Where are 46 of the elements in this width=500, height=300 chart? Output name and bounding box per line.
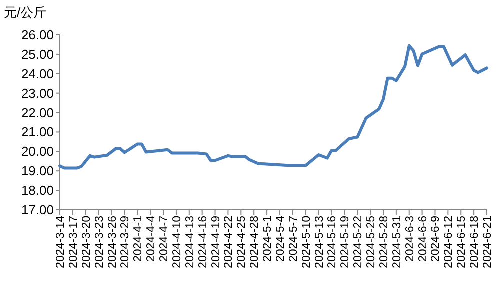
x-tick-label: 2024-4-28 (249, 216, 262, 268)
x-tick-label: 2024-3-20 (80, 216, 93, 268)
y-tick-label: 18.00 (21, 183, 54, 198)
x-tick-label: 2024-3-23 (94, 216, 106, 268)
x-tick-label: 2024-6-6 (417, 216, 430, 262)
x-tick-label: 2024-5-4 (274, 215, 287, 262)
y-tick-label: 25.00 (21, 46, 54, 62)
x-tick-label: 2024-5-19 (340, 216, 352, 268)
x-tick-label: 2024-4-16 (197, 216, 210, 268)
y-tick-label: 26.00 (21, 28, 54, 42)
x-tick-label: 2024-3-26 (106, 216, 119, 268)
x-tick-label: 2024-4-4 (146, 215, 158, 262)
x-tick-label: 2024-6-9 (430, 216, 442, 262)
line-series (58, 44, 488, 170)
x-tick-label: 2024-4-1 (132, 216, 145, 262)
x-tick-label: 2024-5-31 (391, 216, 404, 268)
x-tick-label: 2024-4-13 (184, 216, 196, 268)
x-tick-label: 2024-3-17 (68, 216, 80, 268)
x-tick-label: 2024-3-29 (120, 216, 132, 268)
y-tick-label: 20.00 (21, 144, 54, 160)
x-tick-label: 2024-5-16 (326, 216, 339, 268)
x-tick-label: 2024-4-25 (236, 216, 248, 268)
x-tick-label: 2024-4-19 (210, 216, 222, 268)
y-tick-label: 19.00 (21, 164, 54, 179)
y-tick-label: 22.00 (21, 105, 54, 120)
y-tick-label: 21.00 (21, 124, 54, 140)
x-tick-label: 2024-5-1 (262, 216, 274, 262)
x-tick-label: 2024-3-14 (55, 215, 67, 268)
y-tick-label: 17.00 (21, 202, 54, 218)
x-tick-label: 2024-5-10 (300, 216, 313, 268)
y-tick-label: 24.00 (21, 66, 54, 82)
x-tick-label: 2024-5-28 (378, 216, 390, 268)
x-tick-label: 2024-4-10 (171, 216, 184, 268)
x-tick-label: 2024-6-15 (456, 216, 468, 268)
y-tick-label: 23.00 (21, 86, 54, 101)
x-tick-label: 2024-5-7 (288, 216, 300, 262)
x-tick-label: 2024-5-22 (352, 216, 365, 268)
x-tick-label: 2024-4-7 (158, 216, 171, 262)
x-tick-label: 2024-6-21 (482, 216, 494, 268)
x-tick-label: 2024-4-22 (223, 216, 236, 268)
x-tick-label: 2024-6-18 (469, 216, 482, 268)
x-tick-label: 2024-5-13 (314, 216, 326, 268)
x-tick-label: 2024-6-3 (404, 216, 416, 262)
x-tick-label: 2024-6-12 (443, 216, 456, 268)
y-axis-title: 元/公斤 (4, 5, 47, 20)
x-tick-label: 2024-5-25 (366, 216, 378, 268)
